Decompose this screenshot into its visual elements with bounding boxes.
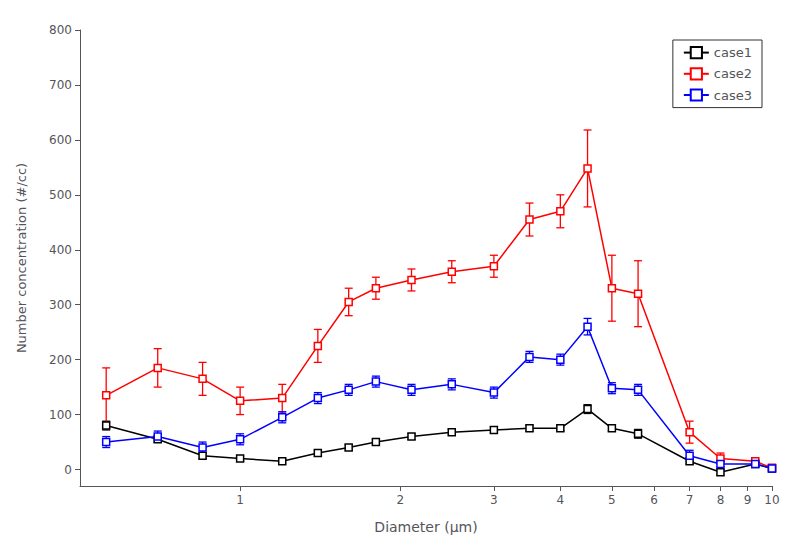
svg-text:400: 400 [49,243,72,257]
svg-text:200: 200 [49,353,72,367]
svg-text:8: 8 [717,493,725,507]
svg-text:2: 2 [396,493,404,507]
svg-text:500: 500 [49,188,72,202]
svg-text:Diameter (μm): Diameter (μm) [374,519,477,535]
svg-text:1: 1 [236,493,244,507]
svg-text:600: 600 [49,133,72,147]
svg-text:100: 100 [49,408,72,422]
svg-text:700: 700 [49,78,72,92]
svg-text:300: 300 [49,298,72,312]
svg-text:3: 3 [490,493,498,507]
svg-text:10: 10 [764,493,779,507]
svg-text:Number concentration (#/cc): Number concentration (#/cc) [14,163,29,353]
svg-text:5: 5 [608,493,616,507]
svg-text:7: 7 [686,493,694,507]
svg-text:9: 9 [744,493,752,507]
svg-text:0: 0 [64,463,72,477]
svg-text:800: 800 [49,23,72,37]
svg-text:case3: case3 [714,88,752,103]
svg-text:case2: case2 [714,66,752,81]
svg-text:6: 6 [650,493,658,507]
svg-text:4: 4 [557,493,565,507]
svg-text:case1: case1 [714,45,752,60]
